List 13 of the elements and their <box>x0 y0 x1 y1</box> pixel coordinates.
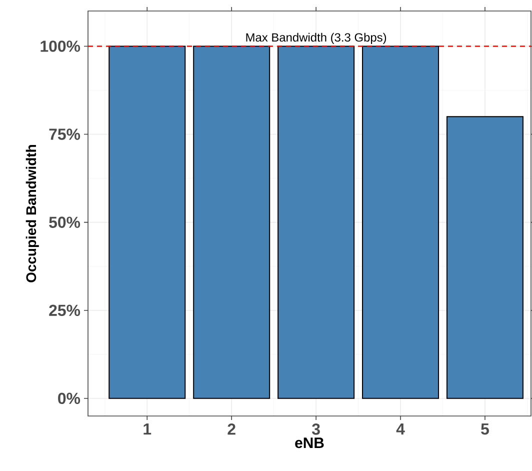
x-tick-label: 3 <box>312 424 320 435</box>
x-tick-label: 4 <box>396 424 405 434</box>
x-tick-label: 1 <box>144 424 152 434</box>
y-tick-label: 25% <box>49 304 80 316</box>
ref-line-label: Max Bandwidth (3.3 Gbps) <box>246 32 386 44</box>
x-tick-label: 5 <box>481 424 489 435</box>
y-tick-label: 75% <box>49 128 80 140</box>
x-tick-label: 2 <box>228 424 236 435</box>
y-tick-label: 0% <box>58 392 80 404</box>
y-axis-title: Occupied Bandwidth <box>26 145 39 282</box>
y-tick-label: 100% <box>40 40 80 52</box>
x-axis-title: eNB <box>295 438 324 448</box>
y-tick-label: 50% <box>49 216 80 228</box>
